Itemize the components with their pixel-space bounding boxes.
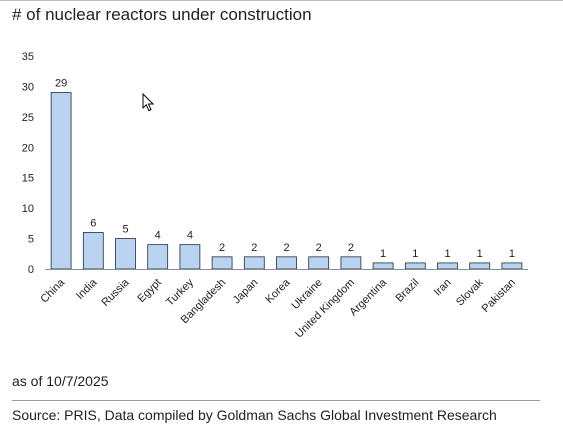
bar-japan [243, 256, 265, 270]
bar-egypt [147, 244, 169, 270]
bar-united-kingdom [340, 256, 362, 270]
bar-argentina [372, 262, 394, 270]
x-tick-label: India [74, 276, 100, 302]
data-labels: 29 6 5 4 4 2 2 2 2 2 1 1 1 1 1 [55, 78, 515, 260]
data-label: 2 [316, 242, 322, 254]
data-label: 29 [55, 78, 67, 90]
data-label: 4 [187, 230, 193, 242]
y-tick-label: 20 [22, 142, 34, 154]
x-tick-label: Japan [231, 277, 261, 307]
data-label: 2 [251, 242, 257, 254]
bar-bangladesh [211, 256, 233, 270]
data-label: 2 [348, 242, 354, 254]
divider [12, 400, 540, 401]
x-tick-label: China [38, 276, 67, 305]
data-label: 2 [219, 242, 225, 254]
x-tick-label: Iran [432, 277, 454, 299]
y-tick-label: 5 [28, 234, 34, 246]
bar-india [82, 232, 104, 270]
data-label: 5 [122, 224, 128, 236]
source-note: Source: PRIS, Data compiled by Goldman S… [12, 407, 497, 423]
bar-pakistan [501, 262, 523, 270]
y-tick-label: 35 [22, 51, 34, 63]
x-tick-label: Korea [263, 276, 293, 306]
data-label: 1 [412, 248, 418, 260]
bar-china [50, 92, 72, 270]
top-border [0, 0, 563, 1]
bar-korea [276, 256, 297, 270]
data-label: 2 [283, 242, 289, 254]
mouse-pointer-icon [142, 92, 155, 117]
y-tick-label: 15 [22, 173, 34, 185]
bar-brazil [404, 262, 426, 270]
y-tick-label: 10 [22, 203, 34, 215]
bars [50, 92, 523, 270]
data-label: 1 [509, 248, 515, 260]
data-label: 1 [444, 248, 450, 260]
x-tick-label: Brazil [393, 277, 421, 305]
x-tick-label: Pakistan [480, 277, 518, 315]
data-label: 1 [380, 248, 386, 260]
bar-turkey [179, 244, 201, 270]
y-tick-label: 25 [22, 112, 34, 124]
data-label: 1 [477, 248, 483, 260]
bar-iran [437, 262, 458, 270]
bar-slovak [469, 262, 491, 270]
date-note: as of 10/7/2025 [12, 373, 109, 389]
bar-ukraine [308, 256, 330, 270]
y-axis: 0 5 10 15 20 25 30 35 [22, 51, 34, 276]
x-tick-label: Egypt [135, 277, 163, 305]
data-label: 6 [90, 217, 96, 229]
x-tick-label: Russia [99, 276, 132, 309]
data-label: 4 [155, 230, 161, 242]
y-tick-label: 0 [28, 264, 34, 276]
y-tick-label: 30 [22, 81, 34, 93]
bar-chart: 0 5 10 15 20 25 30 35 29 6 5 4 4 2 2 2 2 2 1 1 1 1 1 China Ind… [22, 51, 528, 340]
bar-russia [115, 238, 136, 270]
chart-title: # of nuclear reactors under construction [12, 5, 312, 24]
